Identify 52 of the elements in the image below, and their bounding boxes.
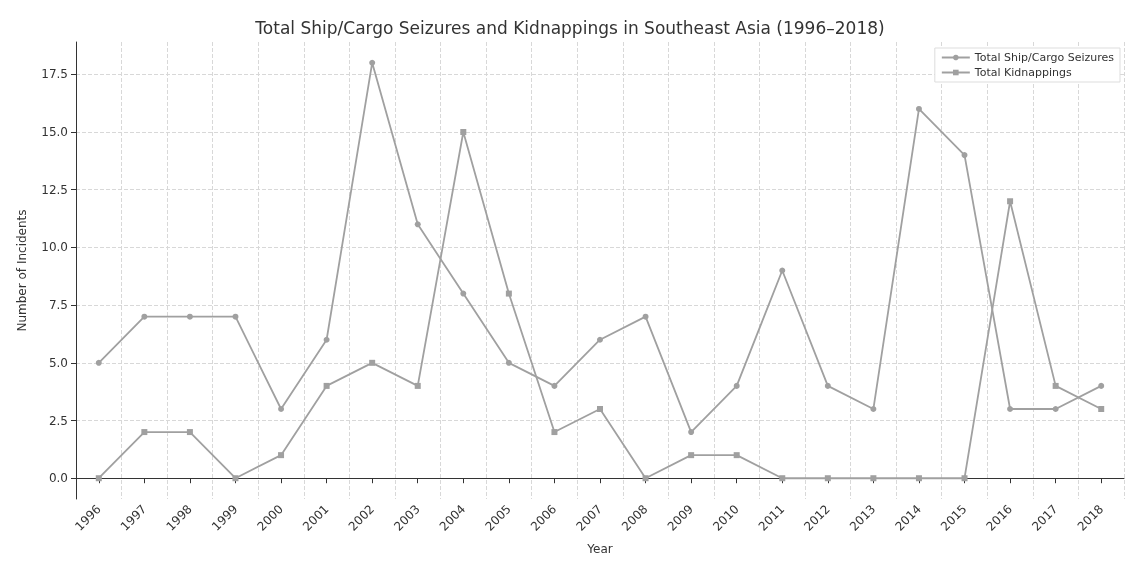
point <box>460 129 467 136</box>
point <box>414 221 421 228</box>
point <box>870 405 877 412</box>
point <box>688 429 695 436</box>
point <box>733 382 740 389</box>
point <box>323 336 330 343</box>
point <box>278 405 285 412</box>
y-axis-title: Number of Incidents <box>15 209 29 332</box>
point <box>1052 382 1059 389</box>
point <box>505 359 512 366</box>
point <box>369 59 376 66</box>
point <box>278 452 285 459</box>
point <box>369 359 376 366</box>
point <box>414 382 421 389</box>
point <box>642 313 649 320</box>
point <box>1098 405 1105 412</box>
point <box>779 267 786 274</box>
point <box>733 452 740 459</box>
point <box>323 382 330 389</box>
point <box>1098 382 1105 389</box>
point <box>1052 405 1059 412</box>
y-tick-label: 15.0 <box>41 125 68 140</box>
y-tick-label: 5.0 <box>48 355 68 370</box>
point <box>1007 405 1014 412</box>
point <box>824 475 831 482</box>
point <box>824 382 831 389</box>
point <box>141 313 148 320</box>
point <box>551 429 558 436</box>
point <box>186 313 193 320</box>
point <box>505 290 512 297</box>
x-axis-title: Year <box>586 542 613 556</box>
point <box>915 105 922 112</box>
point <box>186 429 193 436</box>
y-tick-label: 7.5 <box>48 298 68 313</box>
point <box>95 359 102 366</box>
point <box>597 336 603 343</box>
chart-title: Total Ship/Cargo Seizures and Kidnappings in Southeast Asia (1996–2018) <box>254 17 885 38</box>
legend-label: Total Ship/Cargo Seizures <box>973 51 1115 64</box>
point <box>597 405 603 412</box>
point <box>141 429 148 436</box>
point <box>688 452 695 459</box>
point <box>1007 198 1014 205</box>
y-tick-label: 2.5 <box>48 413 68 428</box>
legend-label: Total Kidnappings <box>973 66 1072 79</box>
y-tick-label: 17.5 <box>41 67 68 82</box>
point <box>95 475 102 482</box>
y-tick-label: 0.0 <box>48 471 68 486</box>
y-tick-label: 10.0 <box>41 240 68 255</box>
point <box>551 382 558 389</box>
y-tick-label: 12.5 <box>41 182 68 197</box>
point <box>961 152 968 159</box>
point <box>915 475 922 482</box>
